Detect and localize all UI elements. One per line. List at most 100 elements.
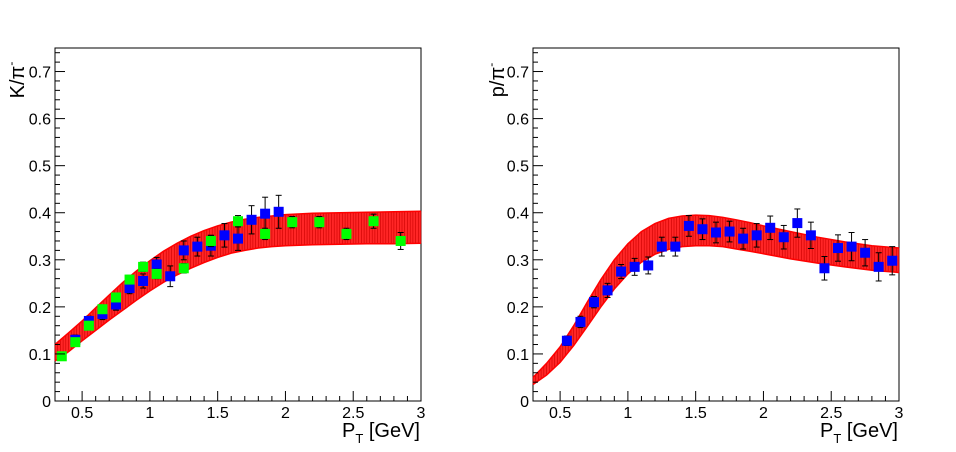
right-x-tick-label: 0.5: [549, 405, 571, 422]
right-blue-squares-point: [561, 335, 572, 346]
right-y-tick-label: 0.4: [507, 206, 529, 223]
left-green-squares-point: [178, 263, 189, 274]
left-green-squares-point: [70, 337, 81, 348]
left-y-tick-label: 0.5: [29, 159, 51, 176]
right-blue-squares-point: [589, 297, 599, 308]
right-y-axis-label-sup: -: [484, 63, 498, 67]
left-green-squares-point: [233, 216, 243, 227]
left-green-squares-point: [97, 304, 108, 315]
right-x-tick-label: 3: [895, 405, 904, 422]
left-data-series: [56, 194, 406, 362]
right-y-tick-label: 0.7: [507, 65, 529, 82]
left-blue-squares-point: [138, 275, 149, 286]
right-blue-squares-point: [616, 266, 627, 277]
left-x-axis-label-sub: T: [355, 431, 363, 446]
left-y-tick-label: 0.6: [29, 112, 51, 129]
left-blue-squares-point: [192, 241, 203, 252]
left-x-tick-label: 2.5: [342, 405, 364, 422]
left-green-squares-point: [368, 216, 379, 227]
right-blue-squares-point: [751, 230, 762, 241]
right-plot-frame: [532, 47, 900, 402]
right-blue-squares-point: [792, 218, 803, 229]
left-blue-squares-point: [178, 245, 189, 256]
right-x-tick-label: 2.5: [820, 405, 842, 422]
left-y-tick-label: 0.1: [29, 347, 51, 364]
left-green-squares-point: [83, 320, 94, 331]
right-x-axis-label: PT [GeV]: [820, 420, 898, 446]
left-green-squares-point: [124, 274, 135, 285]
left-x-axis-label-unit: [GeV]: [363, 420, 420, 442]
left-y-tick-label: 0.7: [29, 65, 51, 82]
left-y-axis-label-sup: -: [4, 62, 18, 66]
right-x-tick-label: 1: [623, 405, 632, 422]
left-y-tick-label: 0: [42, 394, 51, 411]
left-green-squares-point: [287, 217, 298, 228]
right-blue-squares-point: [778, 232, 789, 243]
left-blue-squares-point: [124, 283, 135, 294]
left-blue-squares-point: [111, 299, 121, 310]
right-blue-squares-point: [887, 255, 898, 266]
right-y-tick-label: 0.5: [507, 159, 529, 176]
left-green-squares-point: [205, 235, 216, 246]
right-data-series: [561, 208, 898, 346]
right-y-axis-label-main: p/π: [487, 67, 509, 97]
left-chart-panel: 0 0.1 0.2 0.3 0.4 0.5 0.6 0.7 0.5 1 1.5 2 2.5 3 PT [G…: [4, 47, 426, 446]
right-blue-squares-point: [643, 260, 654, 271]
left-green-squares-point: [314, 217, 325, 228]
left-axes: 0 0.1 0.2 0.3 0.4 0.5 0.6 0.7 0.5 1 1.5 2 2.5 3: [29, 52, 426, 422]
right-axes: 0 0.1 0.2 0.3 0.4 0.5 0.6 0.7 0.5 1 1.5 2 2.5 3: [507, 52, 904, 422]
right-x-tick-label: 2: [759, 405, 768, 422]
right-y-tick-label: 0.6: [507, 112, 529, 129]
left-green-squares-point: [111, 292, 121, 303]
right-blue-squares-point: [683, 220, 694, 231]
left-y-axis-label: K/π-: [4, 62, 29, 99]
left-band-upper-edge: [54, 210, 422, 346]
left-y-tick-label: 0.2: [29, 300, 51, 317]
left-blue-squares-point: [246, 214, 257, 225]
left-green-squares-point: [56, 351, 67, 362]
left-blue-squares-point: [151, 259, 162, 270]
right-blue-squares-point: [656, 241, 667, 252]
right-chart-panel: 0 0.1 0.2 0.3 0.4 0.5 0.6 0.7 0.5 1 1.5 2 2.5 3 PT [G…: [484, 47, 904, 446]
right-blue-squares-point: [602, 285, 613, 296]
right-y-tick-label: 0.2: [507, 300, 529, 317]
left-green-squares-point: [138, 261, 149, 272]
right-x-axis-label-sub: T: [833, 431, 841, 446]
right-band-lower-edge: [532, 244, 900, 386]
right-blue-squares-point: [697, 224, 708, 235]
left-green-squares-point: [260, 228, 271, 239]
right-blue-squares-point: [833, 243, 843, 254]
left-y-tick-label: 0.3: [29, 253, 51, 270]
right-blue-squares-point: [873, 261, 884, 272]
right-blue-squares-point: [629, 261, 640, 272]
left-x-tick-label: 2: [281, 405, 290, 422]
right-blue-squares-point: [738, 233, 749, 244]
left-green-squares-point: [341, 228, 352, 239]
left-blue-squares-point: [260, 208, 271, 219]
left-y-axis-label-main: K/π: [7, 66, 29, 99]
left-blue-squares-point: [273, 206, 284, 217]
left-blue-squares-point: [233, 233, 243, 244]
left-y-tick-label: 0.4: [29, 206, 51, 223]
right-blue-squares-point: [846, 241, 857, 252]
right-x-axis-label-unit: [GeV]: [841, 420, 898, 442]
left-x-axis-label-main: P: [342, 420, 355, 442]
left-x-tick-label: 1.5: [207, 405, 229, 422]
left-x-tick-label: 3: [417, 405, 426, 422]
right-blue-squares-point: [711, 227, 721, 238]
right-blue-squares-point: [724, 226, 735, 237]
right-x-tick-label: 1.5: [685, 405, 707, 422]
right-y-axis-label: p/π-: [484, 63, 509, 97]
left-x-tick-label: 1: [145, 405, 154, 422]
right-blue-squares-point: [670, 241, 681, 252]
left-blue-squares-point: [219, 230, 230, 241]
right-blue-squares-point: [805, 230, 816, 241]
right-band-area: [533, 215, 899, 385]
left-x-tick-label: 0.5: [71, 405, 93, 422]
left-blue-squares-point: [165, 271, 176, 282]
right-blue-squares-point: [860, 247, 871, 258]
left-band-lower-edge: [54, 242, 422, 362]
right-y-tick-label: 0: [520, 394, 529, 411]
right-y-tick-label: 0.1: [507, 347, 529, 364]
